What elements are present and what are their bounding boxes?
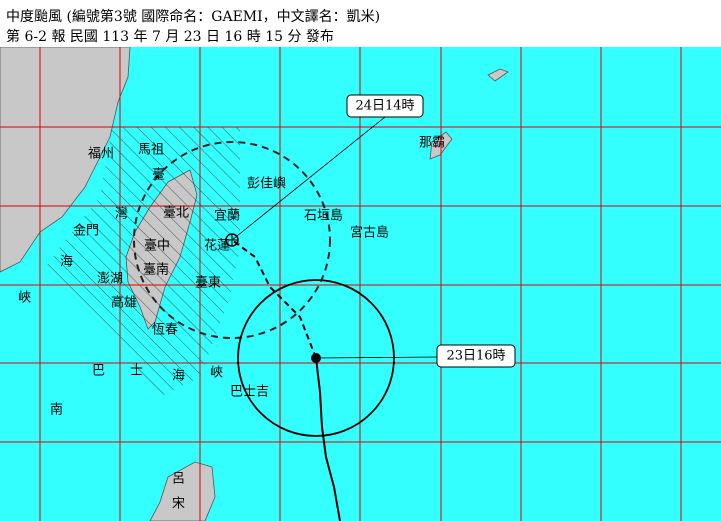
place-label: 巴士吉 xyxy=(230,385,269,400)
place-label: 呂 xyxy=(172,472,185,487)
place-label: 灣 xyxy=(115,207,128,222)
place-label: 澎湖 xyxy=(97,272,123,287)
islands xyxy=(429,68,509,160)
past-track xyxy=(315,357,341,521)
callout-box xyxy=(436,344,516,368)
place-label: 恆春 xyxy=(152,323,178,338)
place-label: 宋 xyxy=(172,497,185,512)
place-label: 士 xyxy=(130,364,143,379)
place-label: 宜蘭 xyxy=(214,208,240,224)
place-label: 峽 xyxy=(210,366,223,381)
place-label: 南 xyxy=(50,402,63,418)
place-label: 金門 xyxy=(73,223,99,239)
place-label: 那霸 xyxy=(419,136,445,151)
luzon xyxy=(149,461,216,521)
place-label: 臺 xyxy=(152,168,165,183)
place-label: 宮古島 xyxy=(350,225,389,241)
callout-line xyxy=(315,356,438,359)
place-label: 馬祖 xyxy=(138,143,164,158)
place-label: 花蓮 xyxy=(204,238,230,254)
grid xyxy=(0,47,721,521)
place-label: 高雄 xyxy=(111,295,137,311)
place-label: 臺北 xyxy=(163,206,189,221)
place-label: 臺東 xyxy=(195,275,221,291)
place-label: 臺中 xyxy=(144,239,170,254)
header: 中度颱風 (編號第3號 國際命名：GAEMI，中文譯名：凱米) 第 6-2 報 … xyxy=(0,0,721,47)
callout-label: 23日16時 xyxy=(446,349,505,364)
place-label: 福州 xyxy=(88,147,114,162)
forecast-circle xyxy=(133,141,331,339)
place-label: 彭佳嶼 xyxy=(247,177,286,192)
place-label: 海 xyxy=(60,255,73,270)
header-title: 中度颱風 (編號第3號 國際命名：GAEMI，中文譯名：凱米) xyxy=(6,9,381,25)
current-circle xyxy=(237,279,395,437)
callout-box xyxy=(346,94,424,118)
header-issue: 第 6-2 報 民國 113 年 7 月 23 日 16 時 15 分 發布 xyxy=(6,29,334,45)
place-label: 海 xyxy=(172,369,185,384)
place-label: 巴 xyxy=(92,364,105,379)
place-label: 峽 xyxy=(18,291,31,306)
place-label: 石垣島 xyxy=(304,209,343,224)
callout-line xyxy=(231,116,386,241)
place-label: 臺南 xyxy=(143,262,169,278)
mainland xyxy=(0,47,131,273)
callout-label: 24日14時 xyxy=(355,99,414,114)
